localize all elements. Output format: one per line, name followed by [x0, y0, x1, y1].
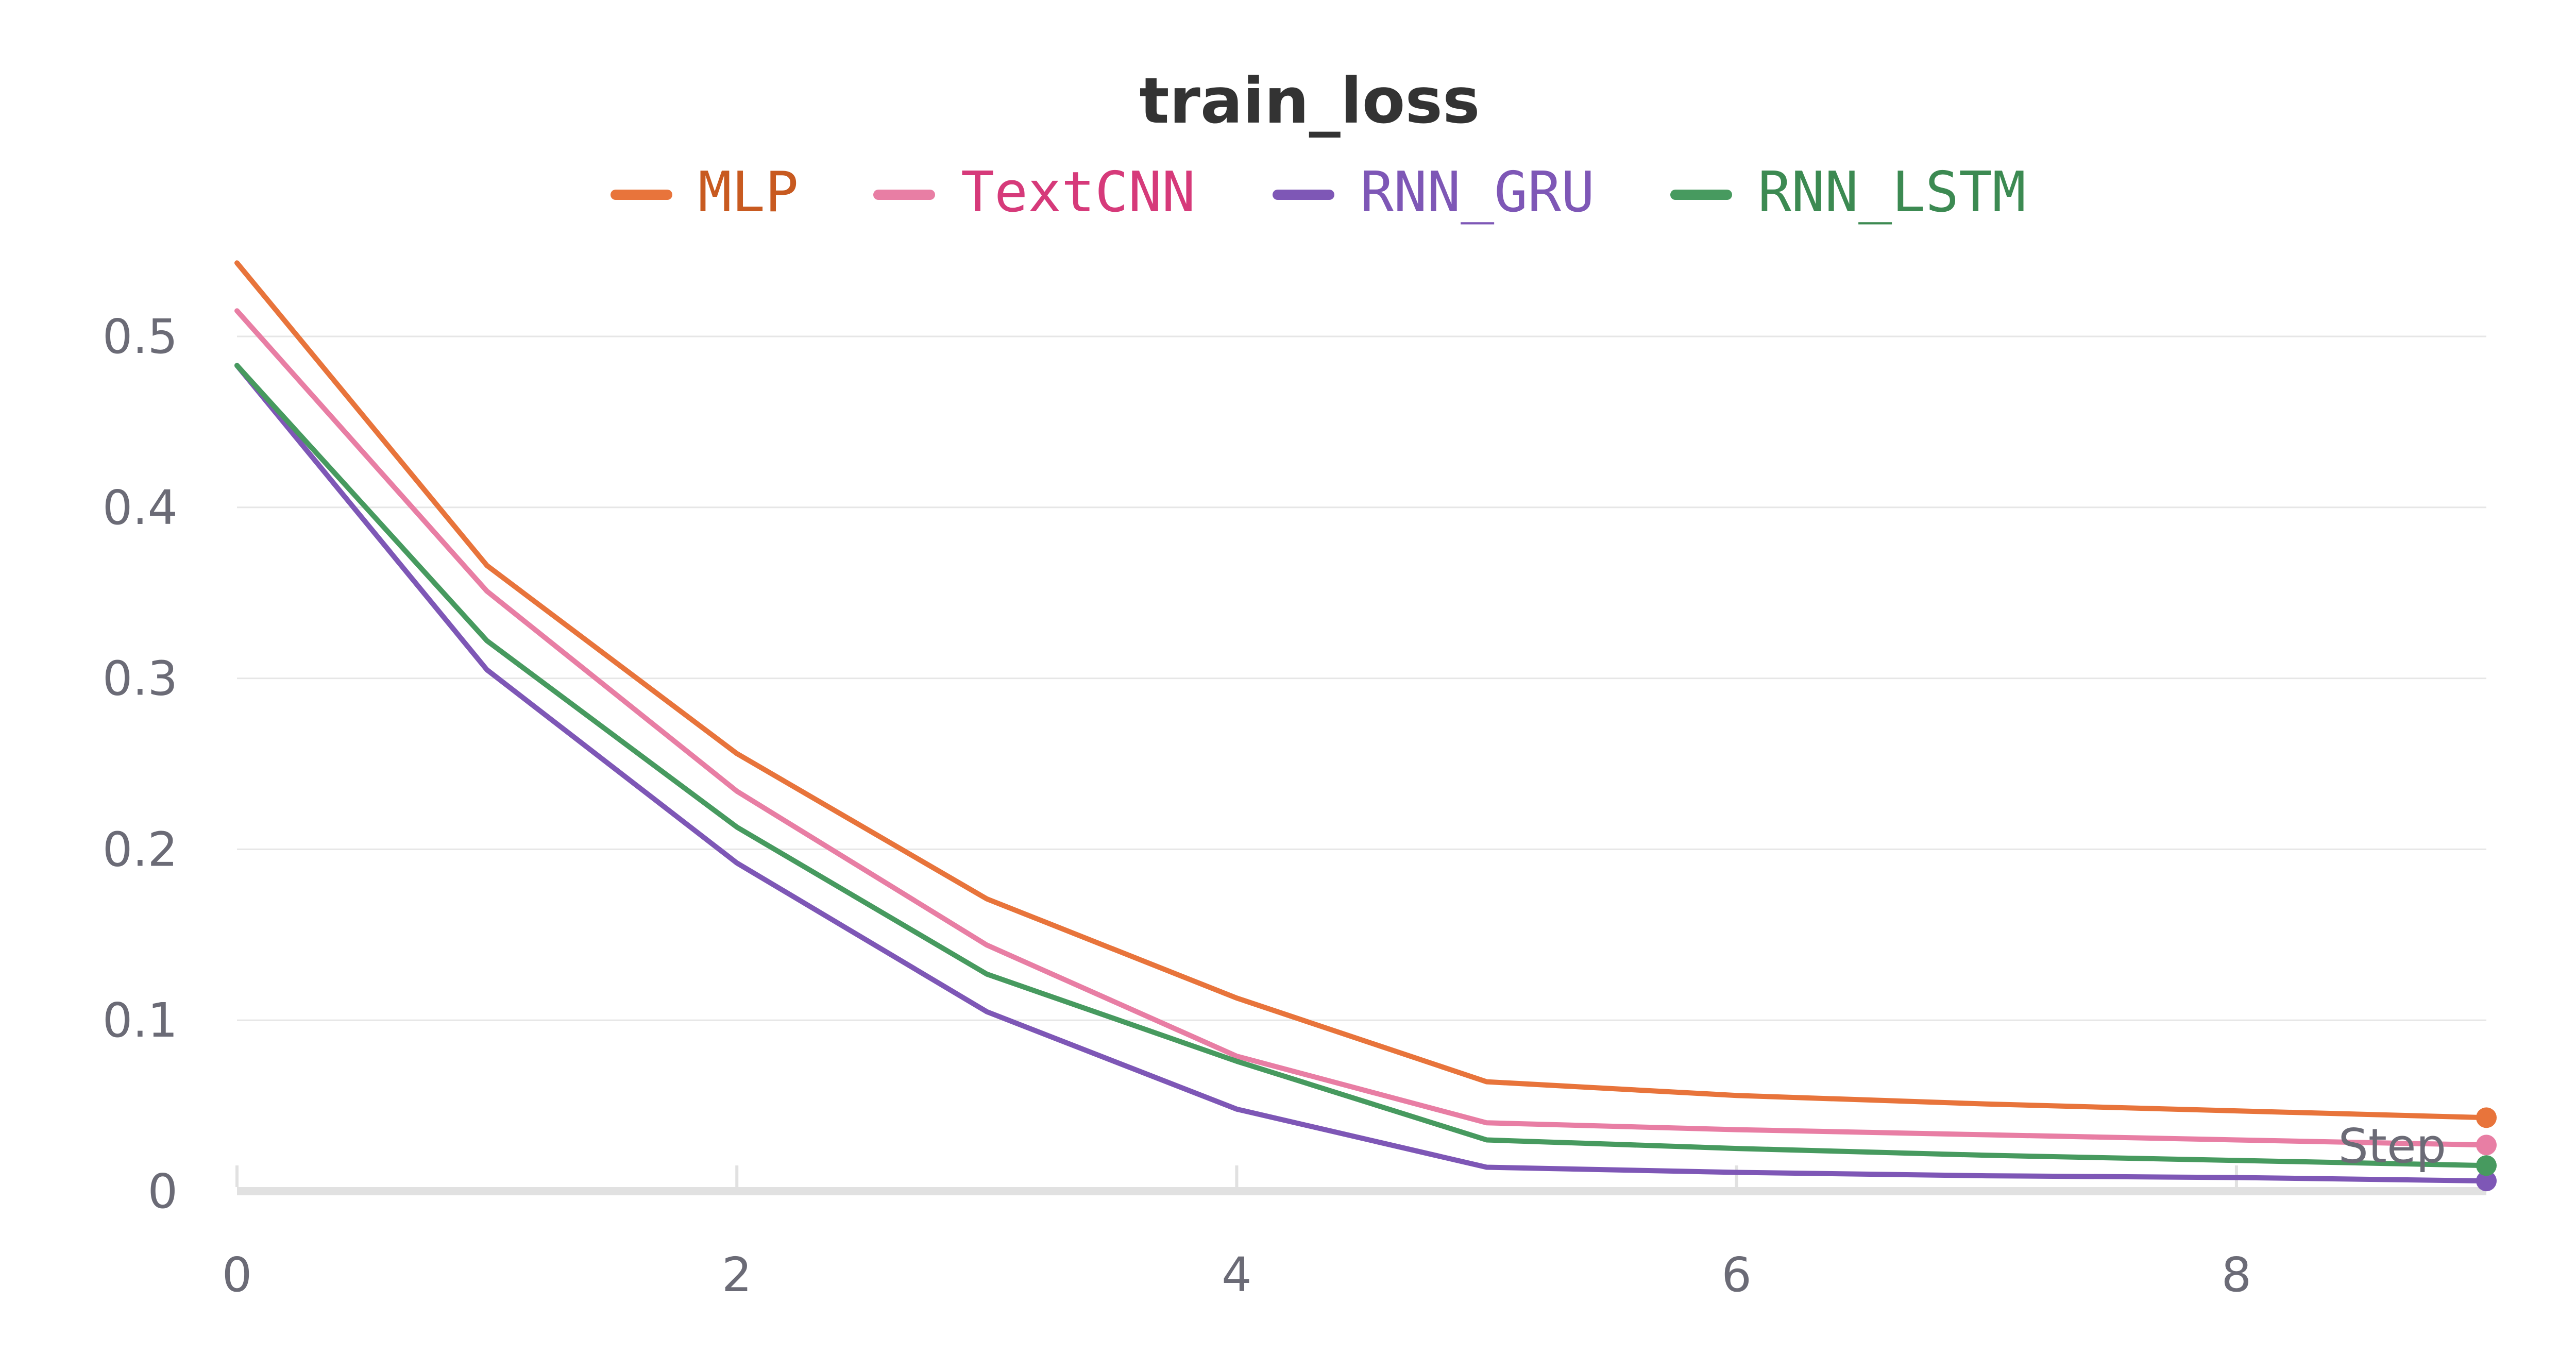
y-tick-label: 0.3 [103, 651, 178, 706]
x-tick-label: 0 [222, 1247, 252, 1302]
y-tick-label: 0.1 [103, 993, 178, 1048]
series-line [234, 308, 2489, 1148]
series-lines [234, 260, 2497, 1192]
series-end-point [2476, 1171, 2497, 1192]
series-line [234, 260, 2489, 1121]
y-axis: 0 0.1 0.2 0.3 0.4 0.5 [103, 309, 178, 1219]
x-axis-label: Step [2338, 1119, 2446, 1174]
y-tick-label: 0.5 [103, 309, 178, 364]
x-axis: 0 2 4 6 8 [222, 1165, 2486, 1302]
y-tick-label: 0 [147, 1164, 178, 1219]
series-end-point [2476, 1155, 2497, 1176]
series-end-point [2476, 1135, 2497, 1156]
legend-label: TextCNN [961, 160, 1195, 225]
y-tick-label: 0.4 [103, 480, 178, 535]
legend-label: MLP [698, 160, 799, 225]
x-tick-label: 8 [2222, 1247, 2252, 1302]
legend: MLP TextCNN RNN_GRU RNN_LSTM [611, 160, 2026, 225]
series-line [234, 363, 2489, 1169]
x-tick-label: 6 [1721, 1247, 1752, 1302]
chart-title: train_loss [1139, 64, 1480, 138]
legend-label: RNN_LSTM [1758, 160, 2026, 225]
grid [237, 335, 2486, 1021]
legend-label: RNN_GRU [1360, 160, 1595, 225]
y-tick-label: 0.2 [103, 822, 178, 877]
series-line [234, 363, 2489, 1184]
series-end-point [2476, 1107, 2497, 1128]
x-tick-label: 2 [722, 1247, 752, 1302]
x-tick-label: 4 [1222, 1247, 1252, 1302]
